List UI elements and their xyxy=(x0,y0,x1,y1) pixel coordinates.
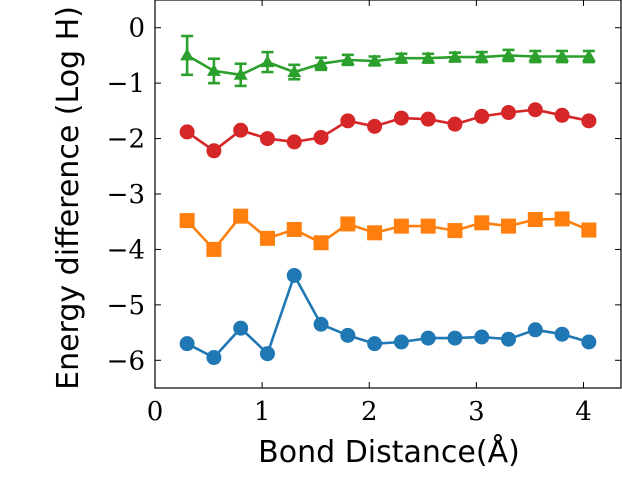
y-tick-label: −2 xyxy=(107,125,145,155)
data-point xyxy=(393,110,409,126)
data-point xyxy=(528,49,543,62)
data-point xyxy=(206,241,222,257)
data-point xyxy=(179,124,195,140)
y-tick-label: −4 xyxy=(107,235,145,265)
data-point xyxy=(340,113,356,129)
data-point xyxy=(420,218,436,234)
data-series-group xyxy=(179,34,597,366)
data-point xyxy=(286,221,302,237)
data-point xyxy=(581,113,597,129)
series-line xyxy=(186,214,590,251)
data-point xyxy=(581,222,597,238)
x-tick-label: 3 xyxy=(468,397,485,427)
data-point xyxy=(179,336,195,352)
data-point xyxy=(286,267,302,283)
y-tick-label: −5 xyxy=(107,291,145,321)
y-tick-label: 0 xyxy=(128,14,145,44)
data-point xyxy=(474,329,490,345)
data-point xyxy=(206,63,221,76)
x-axis-title: Bond Distance(Å) xyxy=(258,434,520,470)
data-point xyxy=(206,143,222,159)
data-point xyxy=(474,108,490,124)
data-point xyxy=(581,49,596,62)
data-point xyxy=(367,336,383,352)
x-tick-label: 4 xyxy=(575,397,592,427)
data-point xyxy=(527,322,543,338)
series-line xyxy=(186,274,590,359)
data-point xyxy=(286,134,302,150)
y-tick-label: −1 xyxy=(107,69,145,99)
data-point xyxy=(287,65,302,78)
data-point xyxy=(420,111,436,127)
data-point xyxy=(447,223,463,239)
data-point xyxy=(179,213,195,229)
data-point xyxy=(447,116,463,132)
data-point xyxy=(554,326,570,342)
data-point xyxy=(313,235,329,251)
data-point xyxy=(233,122,249,138)
data-point xyxy=(501,218,517,234)
series-0 xyxy=(180,34,596,88)
y-tick-label: −3 xyxy=(107,180,145,210)
data-point xyxy=(474,50,489,63)
data-point xyxy=(313,129,329,145)
data-point xyxy=(340,216,356,232)
y-tick-label: −6 xyxy=(107,346,145,376)
data-point xyxy=(420,330,436,346)
data-point xyxy=(314,56,328,69)
series-1 xyxy=(179,102,597,159)
data-point xyxy=(448,50,462,63)
data-point xyxy=(180,48,195,61)
plot-frame xyxy=(154,0,622,389)
data-point xyxy=(259,131,275,147)
data-point xyxy=(421,51,436,64)
data-point xyxy=(233,208,249,224)
data-point xyxy=(233,320,249,336)
x-tick-label: 2 xyxy=(361,397,378,427)
data-point xyxy=(259,230,275,246)
data-point xyxy=(501,48,516,61)
axis-ticks: 0 1 2 3 4 0 −1 −2 −3 −4 −5 −6 xyxy=(107,0,621,427)
data-point xyxy=(527,102,543,118)
data-point xyxy=(313,316,329,332)
series-3 xyxy=(179,267,597,366)
data-point xyxy=(393,334,409,350)
data-point xyxy=(393,218,409,234)
series-line xyxy=(186,108,590,153)
data-point xyxy=(340,52,355,65)
data-point xyxy=(447,330,463,346)
series-line xyxy=(186,54,589,77)
data-point xyxy=(367,118,383,134)
data-point xyxy=(367,225,383,241)
data-point xyxy=(555,49,570,62)
y-axis-title: Energy difference (Log H) xyxy=(51,6,86,390)
data-point xyxy=(581,334,597,350)
data-point xyxy=(501,105,517,121)
data-point xyxy=(233,67,248,80)
data-point xyxy=(367,54,382,66)
data-point xyxy=(554,107,570,123)
data-point xyxy=(527,211,543,227)
x-tick-label: 1 xyxy=(254,397,271,427)
data-point xyxy=(340,327,356,343)
data-point xyxy=(501,331,517,347)
data-point xyxy=(394,51,409,64)
data-point xyxy=(206,350,222,366)
x-tick-label: 0 xyxy=(147,397,164,427)
data-point xyxy=(259,346,275,362)
series-2 xyxy=(179,208,597,257)
data-point xyxy=(554,211,570,227)
data-point xyxy=(474,215,490,231)
data-point xyxy=(260,55,275,68)
